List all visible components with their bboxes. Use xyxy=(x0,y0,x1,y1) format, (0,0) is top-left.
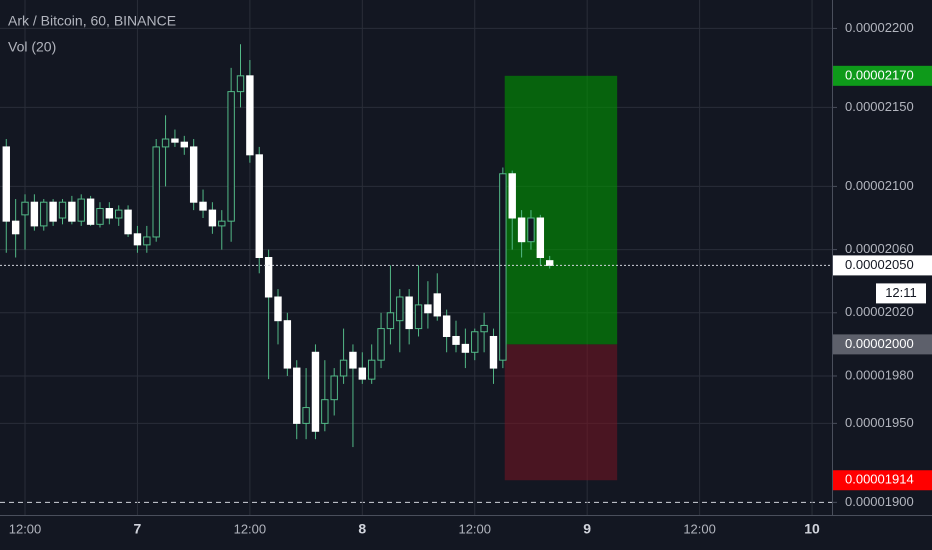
candle-body xyxy=(330,375,338,401)
candle-body xyxy=(527,217,535,243)
candle-body xyxy=(161,138,170,148)
y-tick-label: 0.00001950 xyxy=(845,415,914,430)
x-tick-label: 12:00 xyxy=(9,521,42,536)
candle-body xyxy=(189,146,198,203)
x-tick-label: 12:00 xyxy=(458,521,491,536)
candle-body xyxy=(236,75,245,93)
x-tick-label: 8 xyxy=(358,521,366,537)
candle-body xyxy=(302,407,310,424)
candle-body xyxy=(86,198,95,225)
candle-body xyxy=(227,91,235,222)
candle-body xyxy=(452,335,460,345)
candle-body xyxy=(546,260,554,266)
candle-body xyxy=(208,209,217,227)
candle-body xyxy=(77,198,85,222)
candle-body xyxy=(21,201,29,216)
target-zone xyxy=(504,75,618,345)
countdown-box xyxy=(876,283,926,304)
stop-zone xyxy=(504,344,618,481)
candle-body xyxy=(274,296,282,322)
candle-body xyxy=(386,312,395,330)
candle-body xyxy=(2,146,10,222)
stop-label-box xyxy=(833,470,932,491)
candle-body xyxy=(180,141,188,148)
candle-body xyxy=(424,304,432,314)
candle-body xyxy=(30,201,39,227)
plot xyxy=(0,44,832,481)
candle-body xyxy=(143,236,151,246)
y-tick-label: 0.00001980 xyxy=(845,367,914,382)
candle-body xyxy=(471,331,479,353)
y-tick-label: 0.00001900 xyxy=(845,494,914,509)
axes xyxy=(0,0,932,516)
entry-label-box xyxy=(833,334,932,355)
candle-body xyxy=(442,315,451,337)
y-tick-label: 0.00002150 xyxy=(845,99,914,114)
entry-label: 0.00002000 xyxy=(845,336,914,351)
candle-body xyxy=(283,320,292,369)
x-tick-label: 9 xyxy=(583,521,591,537)
candle-body xyxy=(264,257,273,298)
candle-body xyxy=(508,173,516,219)
candle-body xyxy=(133,233,142,246)
candle-body xyxy=(68,201,76,222)
current-price-label: 0.00002050 xyxy=(845,257,914,272)
candle-body xyxy=(255,154,263,258)
candle-body xyxy=(96,208,104,225)
x-tick-label: 7 xyxy=(134,521,142,537)
x-tick-label: 10 xyxy=(804,521,820,537)
candle-body xyxy=(40,201,48,227)
current-price-label-box xyxy=(833,255,932,276)
candle-body xyxy=(11,220,20,235)
candle-body xyxy=(396,296,404,322)
target-label: 0.00002170 xyxy=(845,67,914,82)
candle-body xyxy=(367,359,376,380)
candle-body xyxy=(480,324,488,333)
candle-body xyxy=(124,209,132,235)
x-tick-label: 12:00 xyxy=(234,521,267,536)
y-tick-label: 0.00002100 xyxy=(845,178,914,193)
candle-body xyxy=(499,173,507,361)
stop-label: 0.00001914 xyxy=(845,472,914,487)
indicator-label: Vol (20) xyxy=(8,39,56,55)
chart-title: Ark / Bitcoin, 60, BINANCE xyxy=(8,13,176,29)
target-label-box xyxy=(833,65,932,86)
candle-body xyxy=(489,335,498,369)
candle-body xyxy=(536,217,545,258)
candle-body xyxy=(152,146,160,238)
candle-body xyxy=(49,201,57,222)
y-tick-label: 0.00002200 xyxy=(845,20,914,35)
candle-body xyxy=(199,201,207,211)
candle-body xyxy=(349,351,357,369)
candle-body xyxy=(405,296,413,330)
candle-body xyxy=(339,359,348,377)
candle-body xyxy=(293,367,301,424)
candle-body xyxy=(433,293,441,317)
candle-body xyxy=(358,367,367,380)
y-tick-label: 0.00002020 xyxy=(845,304,914,319)
candle-body xyxy=(58,201,67,219)
candle-body xyxy=(321,399,329,424)
x-tick-label: 12:00 xyxy=(683,521,716,536)
candle-body xyxy=(517,217,526,243)
candle-body xyxy=(311,351,320,432)
candle-body xyxy=(171,138,179,143)
y-tick-label: 0.00002060 xyxy=(845,241,914,256)
candle-body xyxy=(115,209,123,219)
candle-body xyxy=(218,220,226,227)
candle-body xyxy=(105,208,114,219)
candle-body xyxy=(414,304,423,330)
countdown: 12:11 xyxy=(885,285,917,300)
candle-body xyxy=(377,328,385,361)
candle-body xyxy=(246,75,254,156)
candle-body xyxy=(461,343,470,353)
